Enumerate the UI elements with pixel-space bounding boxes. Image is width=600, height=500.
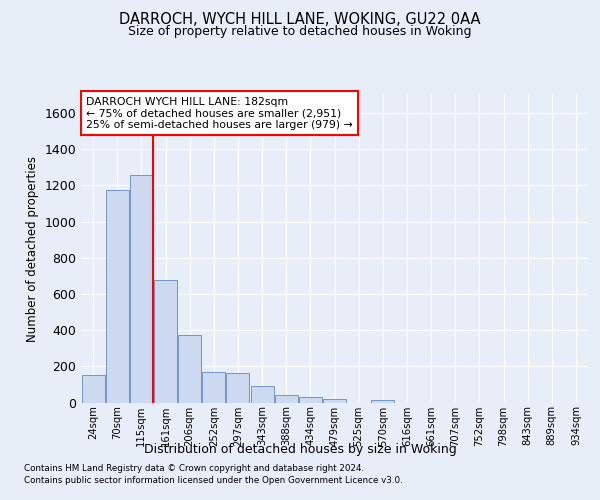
- Bar: [226, 372, 250, 402]
- Text: DARROCH WYCH HILL LANE: 182sqm
← 75% of detached houses are smaller (2,951)
25% : DARROCH WYCH HILL LANE: 182sqm ← 75% of …: [86, 96, 353, 130]
- Bar: [251, 386, 274, 402]
- Bar: [82, 376, 104, 402]
- Bar: [299, 397, 322, 402]
- Bar: [275, 396, 298, 402]
- Text: Contains public sector information licensed under the Open Government Licence v3: Contains public sector information licen…: [24, 476, 403, 485]
- Bar: [371, 400, 394, 402]
- Bar: [178, 334, 201, 402]
- Bar: [202, 372, 225, 402]
- Bar: [154, 280, 177, 402]
- Text: Contains HM Land Registry data © Crown copyright and database right 2024.: Contains HM Land Registry data © Crown c…: [24, 464, 364, 473]
- Bar: [106, 190, 128, 402]
- Bar: [323, 399, 346, 402]
- Text: Size of property relative to detached houses in Woking: Size of property relative to detached ho…: [128, 25, 472, 38]
- Text: DARROCH, WYCH HILL LANE, WOKING, GU22 0AA: DARROCH, WYCH HILL LANE, WOKING, GU22 0A…: [119, 12, 481, 28]
- Bar: [130, 176, 153, 402]
- Y-axis label: Number of detached properties: Number of detached properties: [26, 156, 39, 342]
- Text: Distribution of detached houses by size in Woking: Distribution of detached houses by size …: [143, 442, 457, 456]
